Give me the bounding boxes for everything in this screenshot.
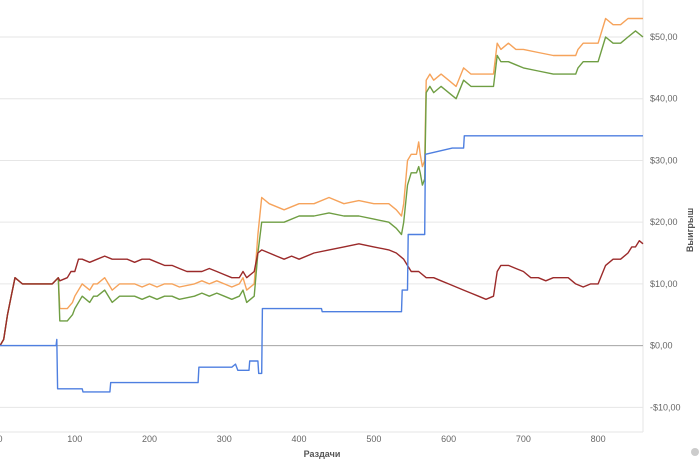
y-axis-title: Выигрыш: [685, 208, 695, 252]
info-icon[interactable]: [691, 448, 699, 456]
x-axis-ticks: 0 100 200 300 400 500 600 700 800: [0, 434, 606, 444]
y-tick-label: $30,00: [650, 155, 678, 165]
series-line-1: [0, 17, 643, 346]
series-lines: [0, 17, 644, 393]
x-tick-label: 400: [292, 434, 307, 444]
y-tick-label: $10,00: [650, 279, 678, 289]
series-line-3: [0, 240, 644, 346]
x-tick-label: 700: [516, 434, 531, 444]
y-axis-ticks: -$10,00 $0,00 $10,00 $20,00 $30,00 $40,00 $50,…: [650, 32, 681, 412]
y-tick-label: $50,00: [650, 32, 678, 42]
x-tick-label: 0: [0, 434, 3, 444]
x-tick-label: 800: [591, 434, 606, 444]
series-line-4: [0, 135, 643, 393]
x-tick-label: 500: [366, 434, 381, 444]
x-tick-label: 100: [67, 434, 82, 444]
x-axis-title: Раздачи: [304, 449, 341, 459]
series-line-2: [0, 30, 644, 346]
y-tick-label: $0,00: [650, 341, 673, 351]
y-tick-label: -$10,00: [650, 402, 681, 412]
y-tick-label: $20,00: [650, 217, 678, 227]
x-tick-label: 300: [217, 434, 232, 444]
grid: [0, 0, 644, 433]
x-tick-label: 200: [142, 434, 157, 444]
x-tick-label: 600: [441, 434, 456, 444]
y-tick-label: $40,00: [650, 94, 678, 104]
